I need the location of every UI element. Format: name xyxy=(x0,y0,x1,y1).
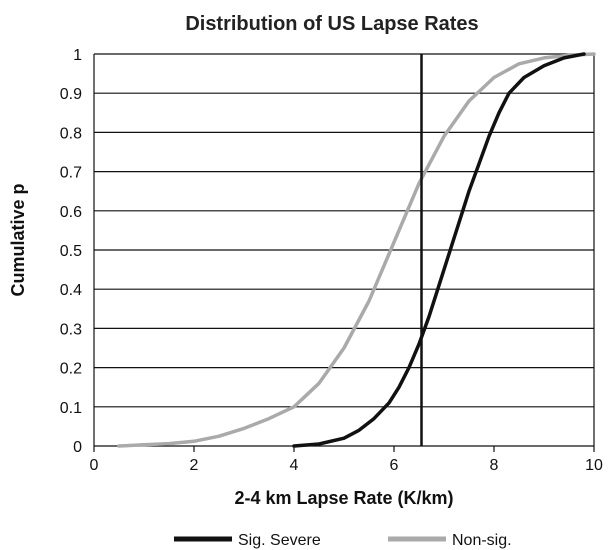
x-tick-label: 10 xyxy=(585,457,603,474)
y-tick-label: 0.7 xyxy=(60,165,82,182)
y-tick-label: 1 xyxy=(73,47,82,64)
y-tick-label: 0.2 xyxy=(60,361,82,378)
legend: Sig. Severe Non-sig. xyxy=(174,532,512,549)
y-tick-label: 0 xyxy=(73,439,82,456)
legend-label: Sig. Severe xyxy=(238,532,321,549)
x-tick-label: 8 xyxy=(490,457,499,474)
x-tick-label: 0 xyxy=(90,457,99,474)
x-axis-title: 2-4 km Lapse Rate (K/km) xyxy=(234,488,453,508)
y-tick-label: 0.5 xyxy=(60,243,82,260)
x-tick-label: 4 xyxy=(290,457,299,474)
y-tick-label: 0.8 xyxy=(60,125,82,142)
series-line-non-sig xyxy=(117,52,596,448)
y-tick-label: 0.9 xyxy=(60,86,82,103)
series-lines xyxy=(117,52,596,448)
y-tick-labels: 0 0.1 0.2 0.3 0.4 0.5 0.6 0.7 0.8 0.9 1 xyxy=(60,47,82,456)
x-tick-labels: 0 2 4 6 8 10 xyxy=(90,446,603,474)
chart-title: Distribution of US Lapse Rates xyxy=(185,13,478,35)
legend-label: Non-sig. xyxy=(452,532,512,549)
x-tick-label: 6 xyxy=(390,457,399,474)
plot-frame xyxy=(93,54,595,446)
y-axis-title: Cumulative p xyxy=(8,183,28,296)
y-tick-label: 0.6 xyxy=(60,204,82,221)
y-tick-label: 0.1 xyxy=(60,400,82,417)
y-tick-label: 0.4 xyxy=(60,282,82,299)
series-line-sig-severe xyxy=(292,52,586,448)
y-tick-label: 0.3 xyxy=(60,321,82,338)
gridlines xyxy=(94,53,594,447)
x-tick-label: 2 xyxy=(190,457,199,474)
